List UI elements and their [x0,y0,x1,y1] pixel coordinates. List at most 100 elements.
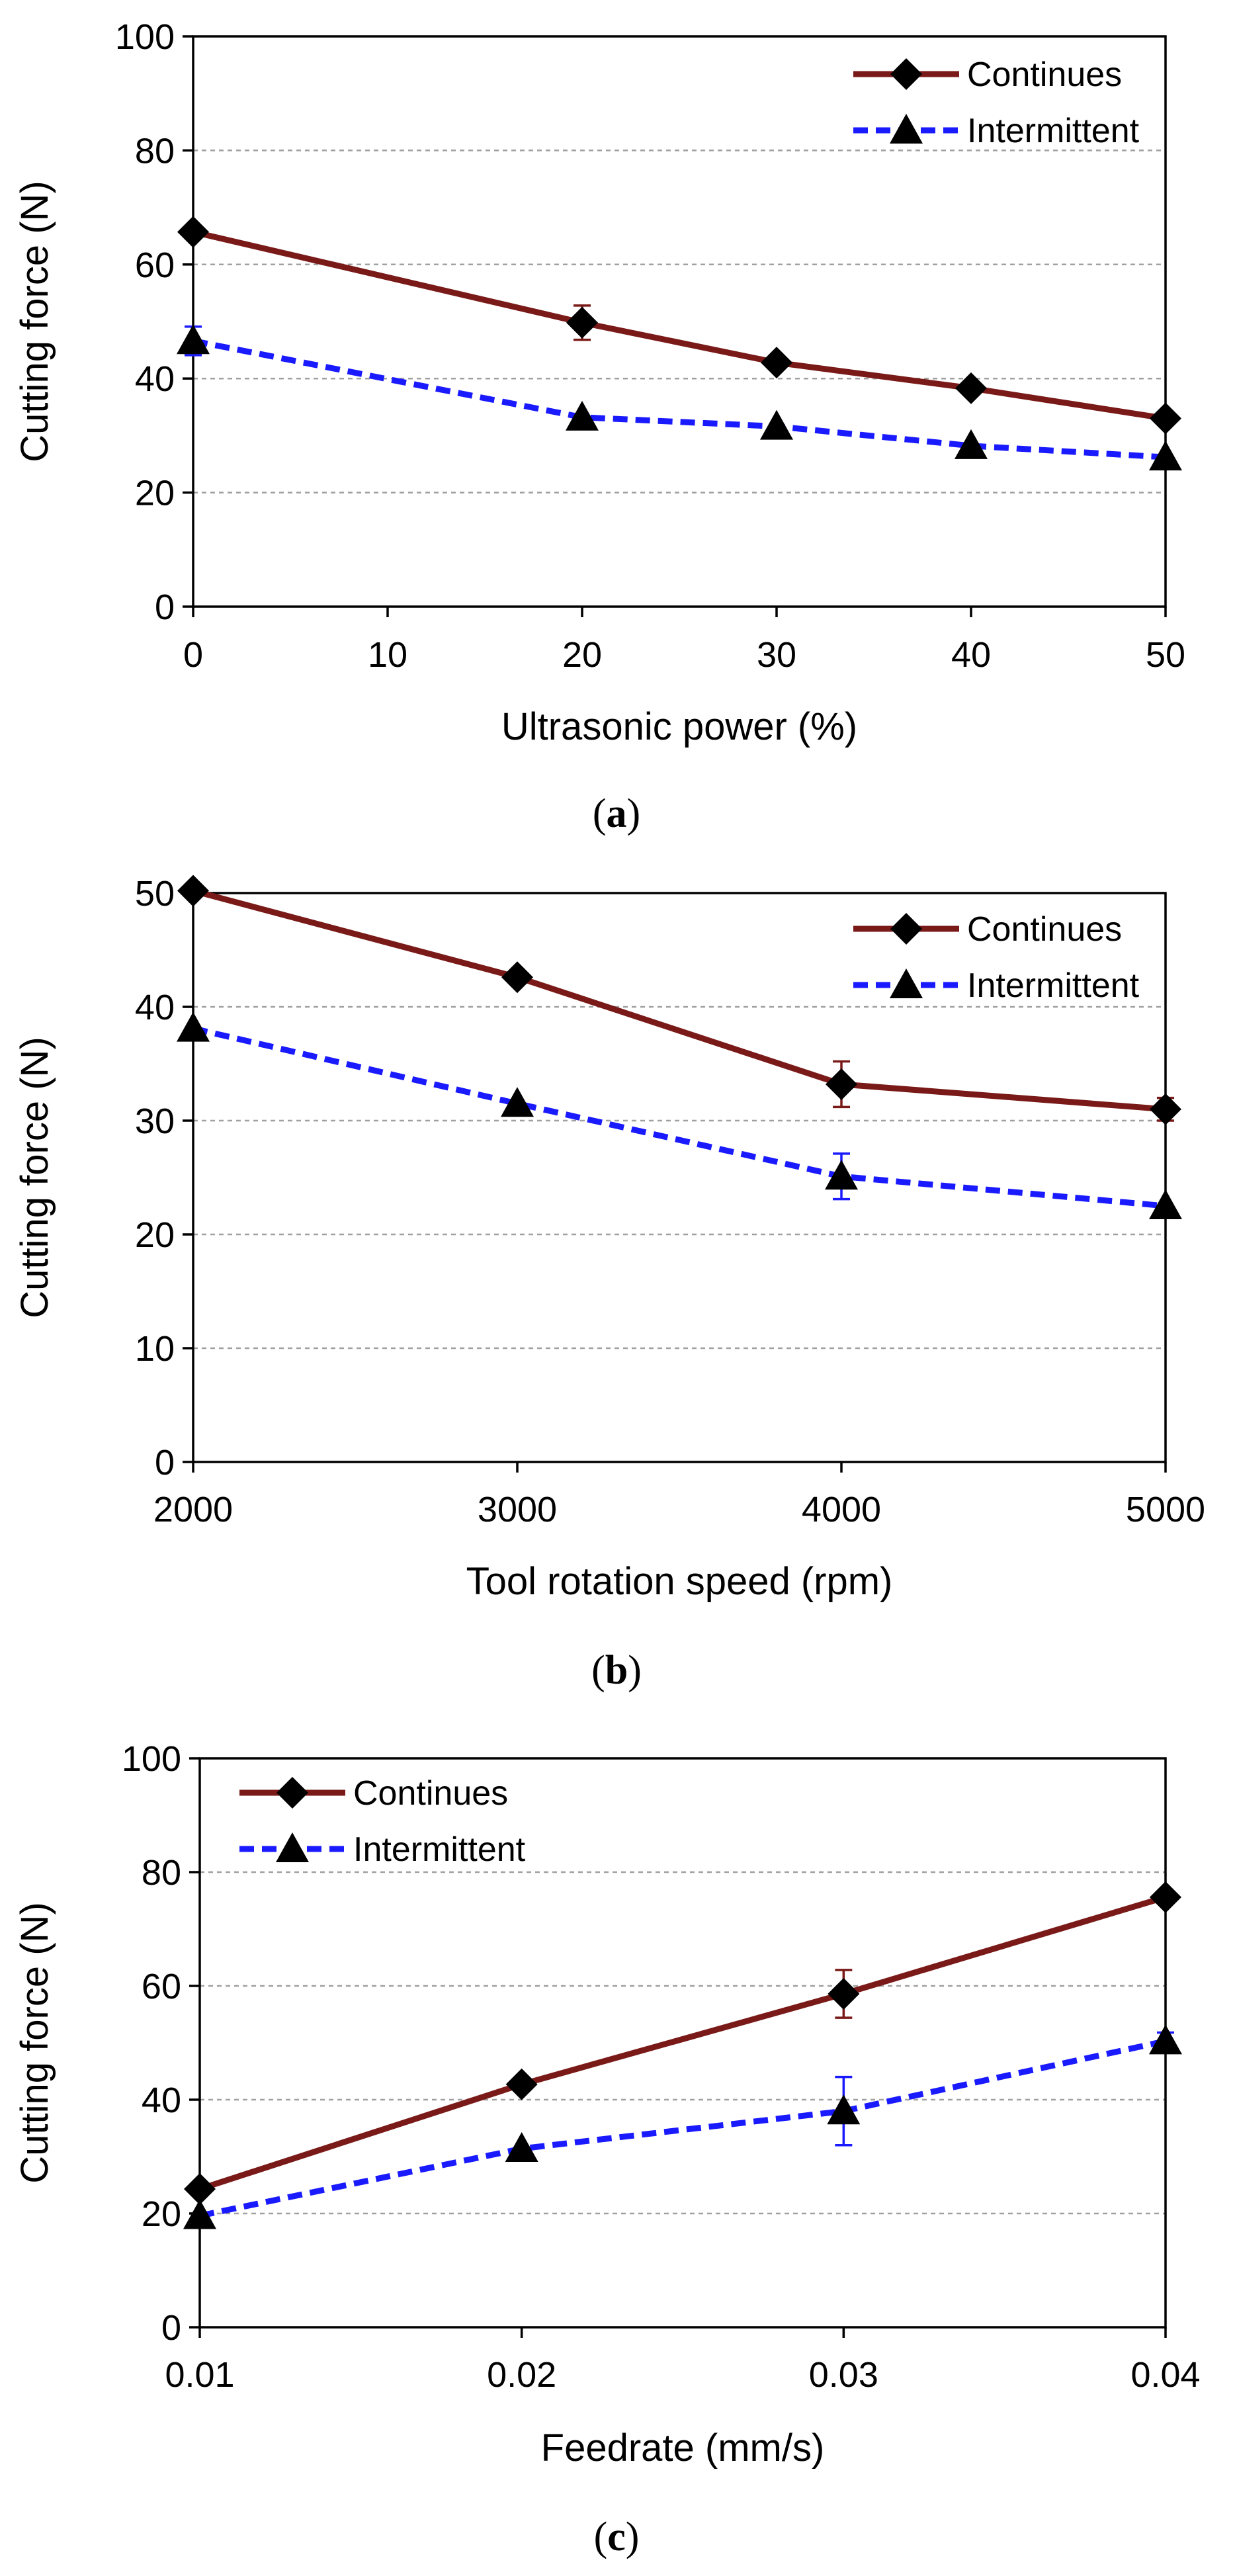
diamond-marker [890,58,922,90]
legend-label: Intermittent [967,112,1140,150]
x-tick-label: 0 [183,635,203,675]
panel-label: (c) [594,2514,640,2559]
x-axis-label: Tool rotation speed (rpm) [466,1560,893,1603]
x-tick-label: 10 [368,635,407,675]
panel-label-open: ( [593,791,607,836]
x-tick-label: 4000 [802,1490,881,1529]
diamond-marker [177,875,209,907]
x-tick-label: 0.02 [487,2355,556,2395]
diamond-marker [826,1068,857,1100]
panel-label: (a) [593,791,640,836]
panel-c-chart: 0 20 40 60 80 100 0.01 0.02 0.03 0.04 Feedrate (mm… [13,1739,1201,2559]
triangle-marker [1149,2024,1182,2055]
legend-label: Continues [967,910,1122,949]
diamond-marker [955,372,987,404]
triangle-marker [566,400,599,431]
series-line-intermittent [199,2038,1166,2219]
x-tick-label: 5000 [1126,1490,1205,1529]
x-axis-label: Feedrate (mm/s) [541,2426,825,2469]
x-tick-label: 50 [1146,635,1185,675]
y-tick-label: 20 [142,2194,181,2234]
legend-label: Intermittent [967,966,1140,1005]
y-tick-label: 0 [161,2308,181,2348]
x-tick-label: 2000 [153,1490,233,1529]
y-tick-label: 60 [142,1967,181,2006]
panel-label-open: ( [594,2514,608,2559]
panel-b-chart: 0 10 20 30 40 50 2000 3000 4000 5000 Tool rotation… [13,874,1205,1693]
y-tick-label: 0 [155,587,175,627]
triangle-marker [1149,441,1182,471]
x-tick-label: 30 [757,635,796,675]
y-tick-label: 80 [142,1853,181,1893]
panel-label-close: ) [626,2514,640,2559]
x-tick-label: 40 [951,635,991,675]
triangle-marker [890,114,923,144]
diamond-marker [1150,1881,1181,1913]
y-axis-label: Cutting force (N) [13,1037,56,1318]
y-tick-label: 20 [135,1215,175,1255]
x-tick-label: 3000 [478,1490,557,1529]
triangle-marker [501,1087,534,1117]
x-tick-label: 20 [562,635,602,675]
diamond-marker [761,347,792,379]
diamond-marker [184,2173,216,2206]
diamond-marker [566,306,598,339]
y-axis-label: Cutting force (N) [13,1902,56,2183]
plot-frame [198,1757,1167,2329]
x-tick-label: 0.03 [809,2355,878,2395]
y-tick-label: 10 [135,1329,175,1369]
x-tick-label: 0.04 [1130,2355,1200,2395]
triangle-marker [183,2199,216,2229]
series-line-continues [192,888,1166,1113]
triangle-marker [177,324,210,355]
diamond-marker [1150,402,1181,435]
diamond-marker [505,2068,538,2100]
panel-label-letter: a [607,791,627,836]
panel-label-close: ) [628,1648,642,1693]
y-tick-label: 50 [135,874,175,914]
panel-label-letter: c [607,2514,626,2559]
series-line-continues [192,229,1166,421]
legend-label: Continues [967,56,1122,94]
y-axis-label: Cutting force (N) [13,181,56,462]
triangle-marker [825,1160,858,1190]
y-tick-label: 20 [135,474,175,513]
triangle-marker [890,968,923,998]
y-tick-label: 80 [135,131,175,171]
x-tick-label: 0.01 [165,2355,234,2395]
panel-label-letter: b [605,1648,628,1693]
triangle-marker [276,1832,309,1862]
diamond-marker [890,913,922,945]
panel-label-open: ( [591,1648,605,1693]
y-tick-label: 100 [122,1739,181,1779]
triangle-marker [505,2131,538,2162]
panel-label-close: ) [627,791,641,836]
y-tick-label: 0 [155,1443,175,1482]
x-axis-label: Ultrasonic power (%) [501,705,857,748]
plot-frame [192,892,1167,1463]
diamond-marker [276,1777,308,1809]
y-tick-label: 30 [135,1101,175,1141]
diamond-marker [501,961,533,994]
legend-label: Continues [353,1774,508,1813]
series-line-intermittent [192,1025,1166,1209]
triangle-marker [955,429,988,459]
panel-label: (b) [591,1648,642,1693]
triangle-marker [827,2094,861,2125]
y-tick-label: 100 [115,17,175,57]
y-tick-label: 40 [135,359,175,399]
y-tick-label: 60 [135,245,175,285]
y-tick-label: 40 [142,2081,181,2120]
plot-frame [192,35,1167,608]
y-tick-label: 40 [135,988,175,1027]
diamond-marker [1150,1093,1181,1125]
triangle-marker [177,1011,210,1042]
triangle-marker [760,409,793,440]
triangle-marker [1149,1189,1182,1219]
series-line-intermittent [192,337,1166,460]
legend-label: Intermittent [353,1830,526,1869]
diamond-marker [828,1978,860,2010]
series-line-continues [198,1894,1167,2192]
diamond-marker [177,216,209,248]
